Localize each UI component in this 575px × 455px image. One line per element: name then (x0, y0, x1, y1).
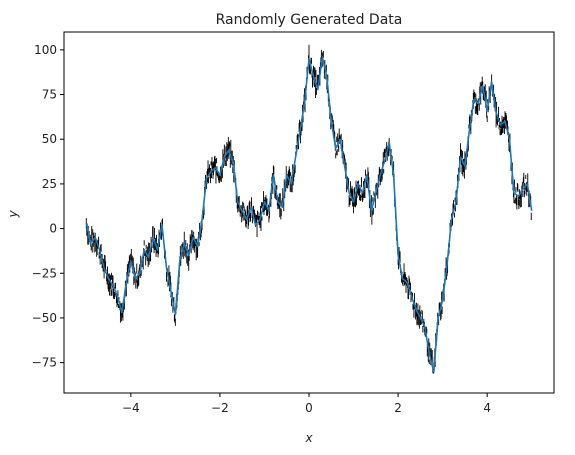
x-tick-label: 0 (305, 401, 313, 415)
chart-title: Randomly Generated Data (216, 12, 403, 28)
y-tick-label: −25 (32, 266, 57, 280)
x-tick-label: 4 (483, 401, 491, 415)
y-axis: −75 −50 −25 0 25 50 75 100 (32, 43, 64, 370)
series-line (85, 56, 533, 373)
x-axis-label: x (304, 431, 313, 445)
noise-points (85, 44, 532, 374)
y-tick-label: −50 (32, 311, 57, 325)
x-axis: −4 −2 0 2 4 (122, 393, 491, 415)
y-tick-label: 50 (42, 132, 57, 146)
y-axis-label: y (6, 210, 20, 219)
y-tick-label: 100 (34, 43, 57, 57)
series-line-layer (85, 56, 533, 373)
y-tick-label: 0 (49, 222, 57, 236)
y-tick-label: −75 (32, 356, 57, 370)
y-tick-label: 25 (42, 177, 57, 191)
y-tick-label: 75 (42, 88, 57, 102)
x-tick-label: −2 (211, 401, 229, 415)
x-tick-label: −4 (122, 401, 140, 415)
x-tick-label: 2 (394, 401, 402, 415)
